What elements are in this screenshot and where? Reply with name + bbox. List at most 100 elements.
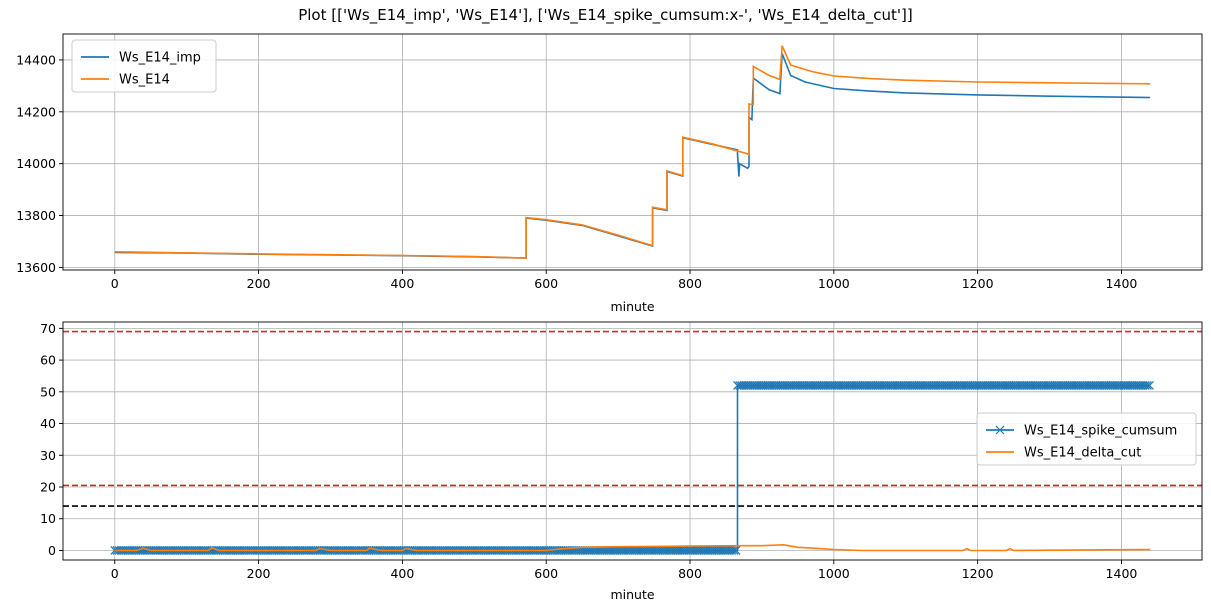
x-marker [718,546,728,555]
x-tick-label: 1400 [1106,566,1138,581]
x-marker [656,546,665,555]
x-marker [802,381,811,390]
x-marker [1097,381,1107,390]
x-marker [886,381,896,390]
x-tick-label: 200 [247,276,271,291]
x-marker [955,381,965,390]
x-marker [703,546,713,555]
x-marker [845,381,855,390]
x-marker [679,546,689,555]
x-marker [729,546,739,555]
x-marker [888,381,898,390]
legend-label: Ws_E14_imp [119,51,201,66]
x-marker [970,381,980,390]
x-marker [1078,381,1088,390]
x-marker [1076,381,1085,390]
x-marker [1037,381,1047,390]
x-marker [966,381,975,390]
x-marker [761,381,770,390]
x-marker [916,381,926,390]
x-marker [701,546,711,555]
y-tick-label: 14400 [16,52,56,67]
x-marker [1050,381,1060,390]
x-marker [1028,381,1038,390]
y-tick-label: 13800 [16,208,56,223]
x-marker [660,546,670,555]
x-marker [651,546,661,555]
x-marker [1136,381,1146,390]
x-marker [727,546,737,555]
x-marker [1060,381,1070,390]
x-marker [653,546,663,555]
x-marker [1026,381,1036,390]
y-tick-label: 13600 [16,260,56,275]
x-marker [1125,381,1135,390]
x-marker [1019,381,1029,390]
x-marker [782,381,792,390]
x-marker [554,546,564,555]
x-marker [918,381,928,390]
x-marker [712,546,722,555]
x-marker [1110,381,1120,390]
x-marker [890,381,900,390]
x-marker [1134,381,1144,390]
x-marker [903,381,913,390]
x-marker [847,381,857,390]
x-marker [884,381,893,390]
x-marker [1084,381,1094,390]
x-marker [621,546,631,555]
x-marker [1117,381,1126,390]
x-marker [942,381,952,390]
x-marker [647,546,657,555]
x-marker [714,546,724,555]
x-marker [600,546,609,555]
x-marker [799,381,809,390]
x-marker [1121,381,1131,390]
x-marker [731,546,741,555]
x-marker [1013,381,1023,390]
x-marker [795,381,805,390]
x-marker [110,546,120,555]
x-marker [673,546,683,555]
x-marker [1080,381,1090,390]
x-marker [812,381,822,390]
x-marker [636,546,646,555]
x-marker [739,381,749,390]
x-marker [716,546,726,555]
x-marker [1032,381,1042,390]
x-marker [1119,381,1129,390]
x-marker [1069,381,1079,390]
x-marker [929,381,939,390]
x-marker [1108,381,1118,390]
x-marker [944,381,954,390]
x-marker [1058,381,1068,390]
x-marker [912,381,921,390]
x-marker [879,381,889,390]
x-marker [959,381,969,390]
x-marker [940,381,949,390]
x-marker [662,546,672,555]
x-marker [746,381,755,390]
x-marker [645,546,655,555]
x-marker [367,546,376,555]
plot-area [114,45,1151,259]
x-marker [606,546,616,555]
y-tick-label: 14200 [16,104,56,119]
x-marker [836,381,846,390]
x-marker [1142,381,1152,390]
x-marker [1099,381,1109,390]
x-marker [877,381,887,390]
x-marker [1095,381,1105,390]
x-marker [1101,381,1111,390]
x-marker [987,381,997,390]
x-marker [786,381,796,390]
x-marker [858,381,868,390]
x-marker [950,381,960,390]
x-marker [830,381,839,390]
x-axis-label: minute [610,299,654,314]
x-marker [875,381,885,390]
axes-frame [62,321,1203,561]
x-tick-label: 400 [390,566,414,581]
x-marker [643,546,653,555]
